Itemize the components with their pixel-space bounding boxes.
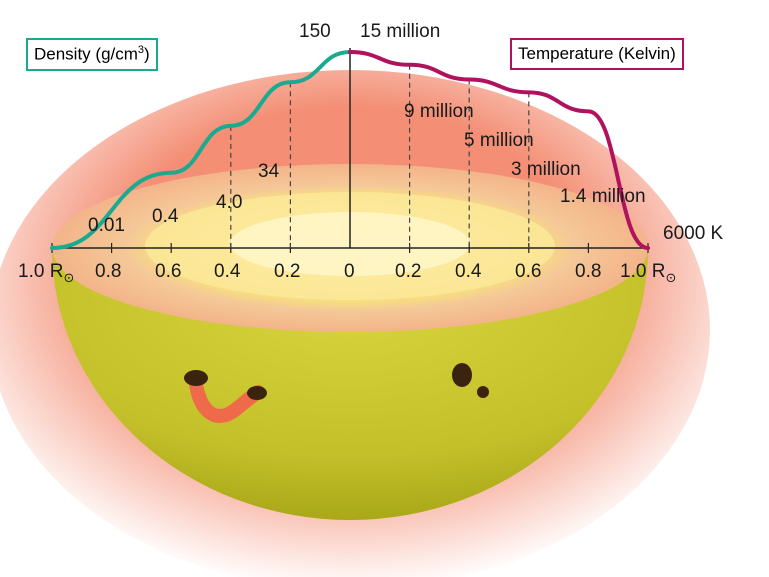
temperature-label-14m: 1.4 million — [560, 186, 646, 207]
x-tick-left-unit: R — [49, 261, 64, 282]
density-legend-text: Density (g/cm — [34, 44, 138, 64]
x-tick-right-02: 0.2 — [395, 261, 422, 282]
sunspot-group-left — [184, 370, 267, 423]
temperature-label-center: 15 million — [360, 21, 441, 42]
dashed-guides — [230, 64, 530, 248]
x-tick-left-04: 0.4 — [214, 261, 241, 282]
x-tick-center: 0 — [344, 261, 355, 282]
x-tick-right-04: 0.4 — [455, 261, 482, 282]
density-legend-sup: 3 — [137, 44, 145, 56]
density-label-001: 0.01 — [88, 215, 125, 236]
density-legend: Density (g/cm3) — [26, 38, 158, 72]
temperature-curve — [348, 50, 650, 250]
sunspot-group-right — [452, 363, 489, 398]
temperature-label-3m: 3 million — [511, 159, 581, 180]
x-tick-right-1: 1.0 R⊙ — [620, 262, 676, 284]
x-tick-left-1-value: 1.0 — [18, 261, 45, 282]
solar-symbol-left: ⊙ — [63, 269, 75, 285]
x-tick-left-1: 1.0 R⊙ — [18, 262, 74, 284]
x-tick-right-06: 0.6 — [515, 261, 542, 282]
temperature-label-9m: 9 million — [404, 101, 474, 122]
density-label-04: 0.4 — [152, 206, 179, 227]
density-curve — [50, 50, 352, 250]
density-legend-close: ) — [144, 44, 150, 64]
density-label-4: 4.0 — [216, 192, 243, 213]
x-tick-right-1-value: 1.0 — [620, 261, 647, 282]
x-tick-left-02: 0.2 — [274, 261, 301, 282]
temperature-label-5m: 5 million — [464, 130, 534, 151]
temperature-legend: Temperature (Kelvin) — [510, 38, 684, 71]
temperature-legend-text: Temperature (Kelvin) — [518, 44, 676, 63]
density-label-center: 150 — [299, 21, 331, 42]
temperature-label-6000k: 6000 K — [663, 223, 724, 244]
density-label-34: 34 — [258, 161, 280, 182]
solar-symbol-right: ⊙ — [665, 269, 677, 285]
x-tick-right-08: 0.8 — [575, 261, 602, 282]
x-tick-right-unit: R — [651, 261, 666, 282]
x-tick-left-06: 0.6 — [155, 261, 182, 282]
x-tick-left-08: 0.8 — [95, 261, 122, 282]
